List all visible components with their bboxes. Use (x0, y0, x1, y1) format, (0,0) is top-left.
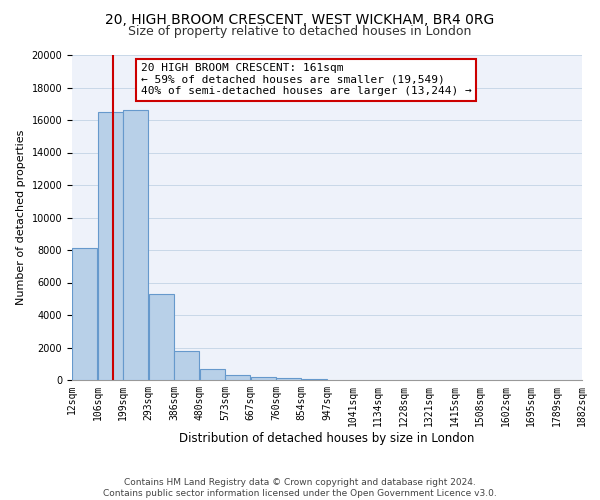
Text: 20, HIGH BROOM CRESCENT, WEST WICKHAM, BR4 0RG: 20, HIGH BROOM CRESCENT, WEST WICKHAM, B… (106, 12, 494, 26)
Bar (200, 368, 225, 380)
Bar (149, 294, 174, 380)
Bar (123, 110, 148, 380)
Bar (72, 248, 97, 380)
Text: Contains HM Land Registry data © Crown copyright and database right 2024.
Contai: Contains HM Land Registry data © Crown c… (103, 478, 497, 498)
Y-axis label: Number of detached properties: Number of detached properties (16, 130, 26, 305)
Bar (251, 377, 276, 380)
X-axis label: Distribution of detached houses by size in London: Distribution of detached houses by size … (179, 432, 475, 444)
Text: 20 HIGH BROOM CRESCENT: 161sqm
← 59% of detached houses are smaller (19,549)
40%: 20 HIGH BROOM CRESCENT: 161sqm ← 59% of … (141, 63, 472, 96)
Bar (174, 351, 199, 380)
Bar (276, 378, 301, 380)
Text: Size of property relative to detached houses in London: Size of property relative to detached ho… (128, 25, 472, 38)
Bar (98, 112, 123, 380)
Bar (225, 375, 250, 380)
Bar (302, 379, 327, 380)
